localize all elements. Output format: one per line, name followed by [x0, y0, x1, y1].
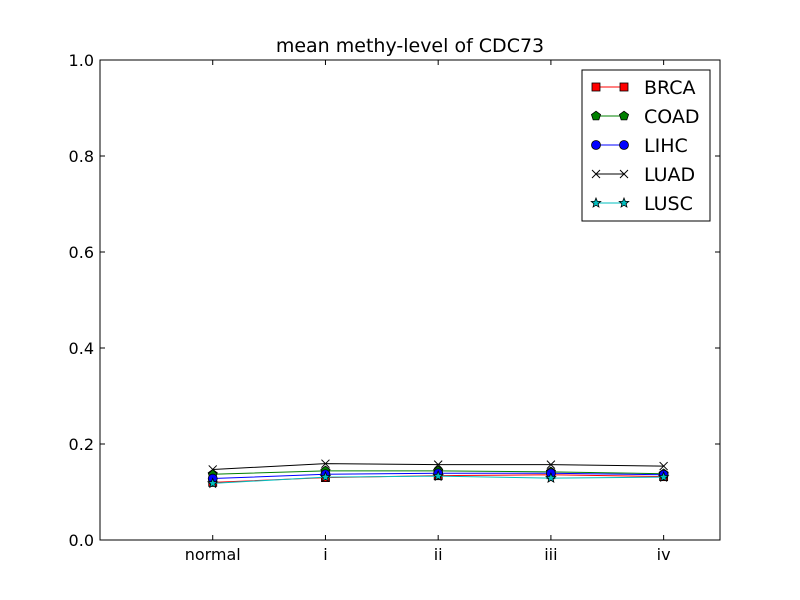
data-point-lusc — [206, 477, 219, 489]
legend-item-luad: LUAD — [591, 164, 695, 186]
data-point-luad — [433, 460, 443, 469]
legend-label-brca: BRCA — [644, 77, 696, 99]
x-tick-label: i — [323, 545, 327, 564]
legend-label-coad: COAD — [644, 106, 700, 128]
y-tick-label: 1.0 — [69, 51, 94, 70]
data-point-luad — [321, 459, 330, 469]
y-tick-label: 0.8 — [69, 147, 94, 166]
legend-label-lihc: LIHC — [644, 135, 688, 157]
legend-marker-luad — [591, 169, 601, 179]
x-tick-label: iii — [544, 545, 557, 564]
data-point-lusc — [432, 470, 444, 482]
x-tick-label: normal — [185, 545, 241, 564]
legend-marker-lusc — [590, 196, 602, 208]
plot-frame — [99, 59, 721, 541]
legend-marker-lusc — [618, 196, 630, 208]
legend-marker-lihc — [619, 140, 629, 150]
data-point-luad — [546, 460, 556, 469]
y-tick-label: 0.0 — [69, 531, 94, 550]
x-tick-label: iv — [657, 545, 671, 564]
series-luad — [208, 459, 668, 474]
legend-marker-luad — [619, 169, 629, 179]
legend-item-brca: BRCA — [591, 77, 696, 99]
chart-title: mean methy-level of CDC73 — [276, 35, 544, 57]
legend: BRCA COAD LIHC LUAD LUSC — [581, 69, 711, 222]
data-point-luad — [208, 465, 218, 474]
legend-marker-brca — [591, 82, 601, 92]
legend-marker-lihc — [591, 140, 601, 150]
series-lusc — [206, 470, 670, 489]
x-tick-label: ii — [434, 545, 443, 564]
y-tick-label: 0.6 — [69, 243, 94, 262]
y-tick-label: 0.4 — [69, 339, 94, 358]
data-point-lusc — [319, 471, 332, 483]
legend-marker-coad — [618, 110, 630, 121]
y-tick-label: 0.2 — [69, 435, 94, 454]
legend-marker-coad — [590, 110, 602, 121]
data-point-luad — [659, 461, 668, 471]
legend-item-coad: COAD — [590, 106, 700, 128]
data-point-lusc — [657, 471, 670, 483]
series-layer — [206, 459, 670, 489]
legend-label-lusc: LUSC — [644, 193, 693, 215]
data-point-lusc — [545, 472, 557, 484]
legend-item-lihc: LIHC — [591, 135, 688, 157]
legend-marker-brca — [619, 82, 629, 92]
legend-label-luad: LUAD — [644, 164, 695, 186]
legend-item-lusc: LUSC — [590, 193, 693, 215]
